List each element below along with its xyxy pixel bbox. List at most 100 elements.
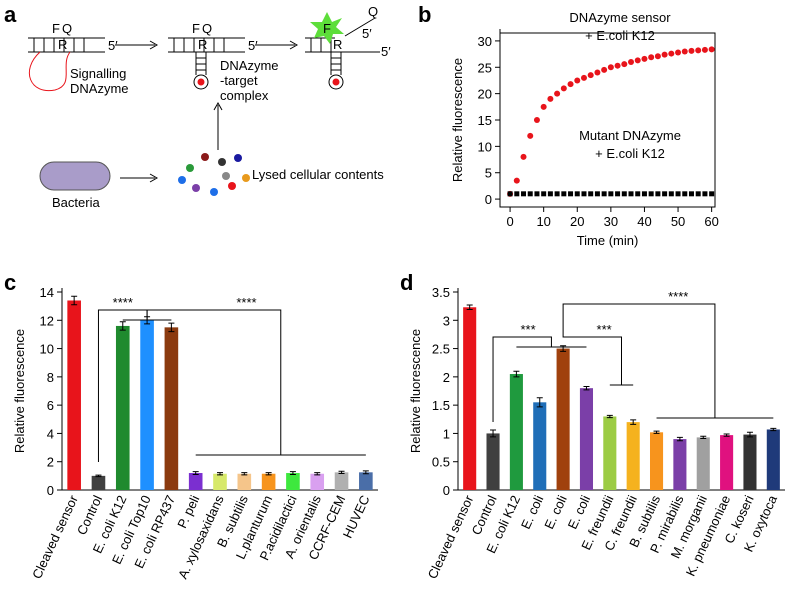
annotation: + E.coli K12 <box>585 28 655 43</box>
point <box>601 191 607 197</box>
point <box>607 64 614 71</box>
caption: Signalling <box>70 66 126 81</box>
error-bar <box>723 433 730 437</box>
point <box>621 191 627 197</box>
panel-label: d <box>400 270 413 295</box>
error-bar <box>630 419 637 425</box>
point <box>608 191 614 197</box>
bracket <box>97 309 172 462</box>
y-tick-label: 8 <box>47 370 54 385</box>
caption: Lysed cellular contents <box>252 167 384 182</box>
point <box>527 132 534 139</box>
point <box>520 153 527 160</box>
caption: Bacteria <box>52 195 100 210</box>
point <box>695 191 701 197</box>
point <box>641 55 648 62</box>
error-bar <box>119 321 126 331</box>
point <box>635 191 641 197</box>
y-tick-label: 14 <box>40 285 54 300</box>
label: 5′ <box>381 44 391 59</box>
point <box>702 191 708 197</box>
point <box>594 191 600 197</box>
point <box>574 77 581 84</box>
point <box>568 191 574 197</box>
bar <box>286 473 300 490</box>
bar <box>603 416 617 490</box>
point <box>567 81 574 88</box>
plot-frame <box>499 32 716 208</box>
y-tick-label: 15 <box>478 113 492 128</box>
bar <box>743 434 757 490</box>
point <box>681 48 688 55</box>
error-bar <box>536 397 543 408</box>
x-tick-label: 40 <box>637 214 651 229</box>
error-bar <box>746 431 753 438</box>
y-tick-label: 20 <box>478 87 492 102</box>
bar <box>509 374 523 490</box>
error-bar <box>168 322 175 333</box>
x-tick-label: 10 <box>536 214 550 229</box>
x-tick-label: 0 <box>506 214 513 229</box>
point <box>594 69 601 76</box>
point <box>541 191 547 197</box>
y-tick-label: 5 <box>485 166 492 181</box>
x-tick-label: 60 <box>704 214 718 229</box>
point <box>574 191 580 197</box>
point <box>533 117 540 123</box>
point <box>648 54 655 61</box>
x-tick-label: Cleaved sensor <box>29 492 81 581</box>
label: R <box>58 37 67 52</box>
bar <box>115 325 130 490</box>
annotation: + E.coli K12 <box>595 146 665 161</box>
panel-label: c <box>4 270 16 295</box>
bar <box>486 433 500 490</box>
point <box>668 191 674 197</box>
point <box>708 46 715 53</box>
point <box>554 90 561 97</box>
point <box>540 103 547 110</box>
y-tick-label: 30 <box>478 34 492 49</box>
point <box>547 191 553 197</box>
bar <box>140 320 154 490</box>
label: F <box>52 21 60 36</box>
error-bar <box>653 430 660 434</box>
point <box>695 47 702 54</box>
point <box>628 59 635 65</box>
error-bar <box>95 474 102 478</box>
bar <box>626 422 640 490</box>
bracket <box>562 303 774 419</box>
y-tick-label: 3.5 <box>432 285 450 300</box>
annotation: DNAzyme sensor <box>569 10 671 25</box>
significance: *** <box>520 322 535 337</box>
error-bar <box>466 304 473 311</box>
bar <box>261 473 276 490</box>
y-tick-label: 1.5 <box>432 398 450 413</box>
point <box>654 53 661 60</box>
y-axis-label: Relative fluorescence <box>408 329 423 453</box>
bar <box>673 439 687 490</box>
label: 5′ <box>108 38 118 53</box>
y-tick-label: 2.5 <box>432 342 450 357</box>
caption: DNAzyme <box>70 81 129 96</box>
bar <box>237 473 252 490</box>
point <box>709 191 715 197</box>
point <box>513 177 520 184</box>
caption: DNAzyme <box>220 58 279 73</box>
annotation: Mutant DNAzyme <box>579 128 681 143</box>
error-bar <box>700 435 707 440</box>
significance: **** <box>668 289 688 304</box>
label: F <box>192 21 200 36</box>
bar <box>463 307 477 490</box>
y-tick-label: 0 <box>443 483 450 498</box>
bar <box>334 472 349 490</box>
point <box>668 50 675 57</box>
caption: complex <box>220 88 269 103</box>
error-bar <box>583 385 590 391</box>
error-bar <box>314 472 321 476</box>
point <box>688 47 695 54</box>
point <box>554 191 560 197</box>
point <box>581 191 587 197</box>
y-tick-label: 3 <box>443 313 450 328</box>
duplex <box>168 37 245 90</box>
